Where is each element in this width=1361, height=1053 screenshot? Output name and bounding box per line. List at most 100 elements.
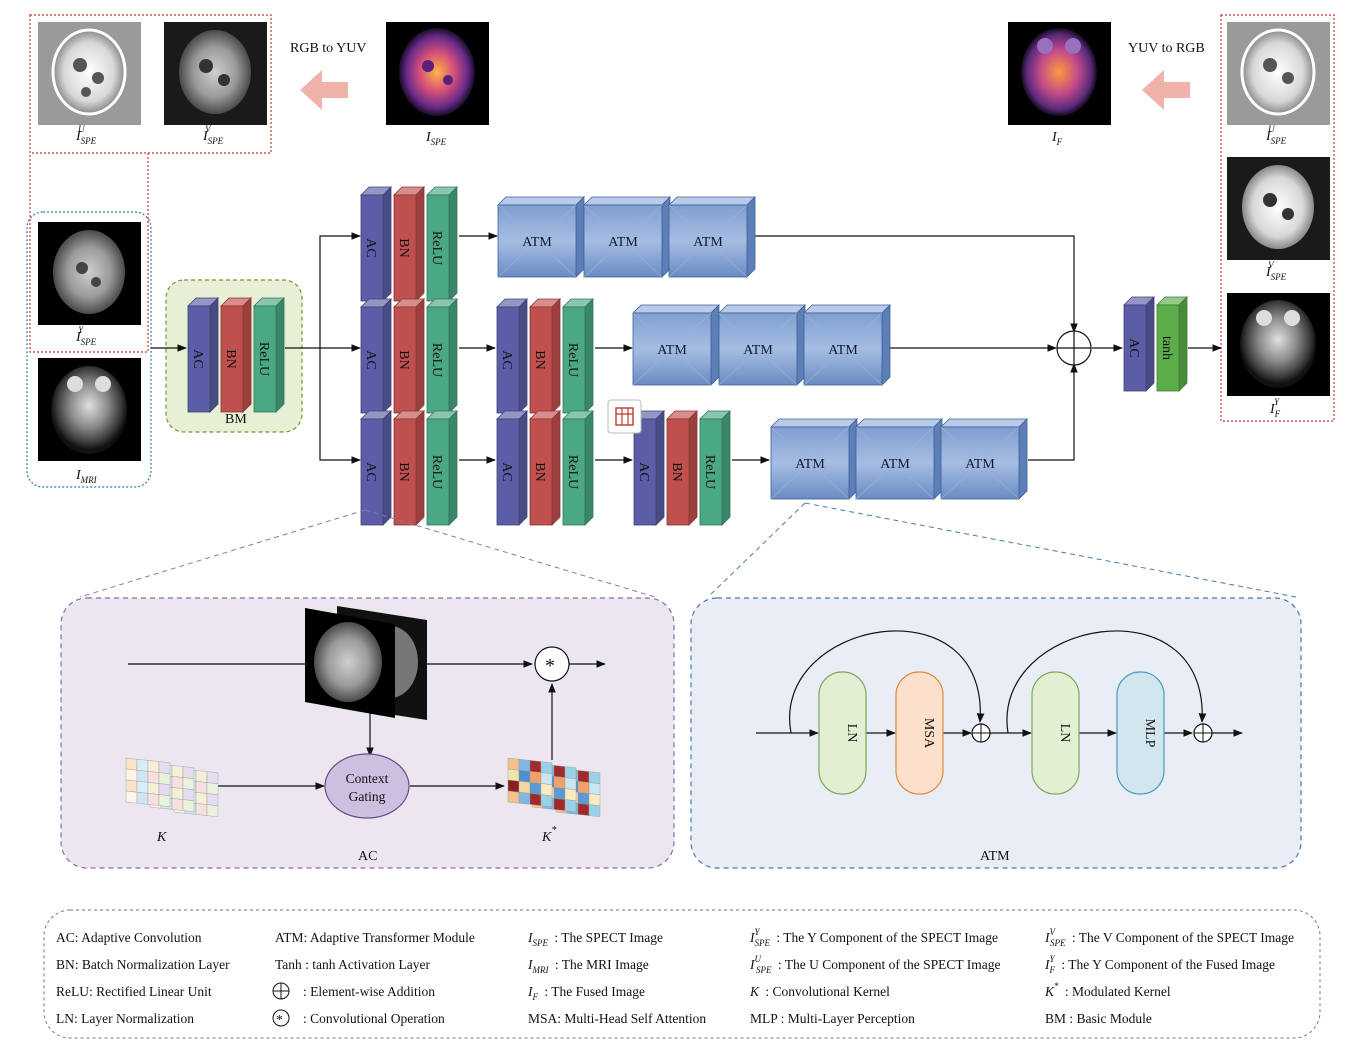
atm-panel-title: ATM — [980, 849, 1010, 864]
bm-bn: BN — [220, 297, 252, 413]
row2-a-bn: BN — [393, 298, 425, 414]
row2-b-ac: AC — [496, 298, 528, 414]
legend-col3-item-3: IF : The Fused Image — [527, 984, 645, 1002]
legend-col5-item-2: IY F : The Y Component of the Fused Image — [1044, 954, 1275, 975]
row2-b-relu: ReLU — [562, 298, 594, 414]
label-spect: ISPE — [425, 130, 447, 147]
ac-panel-title: AC — [358, 849, 377, 864]
out-ac: AC — [1123, 296, 1155, 392]
row1-a-relu: ReLU — [426, 186, 458, 302]
spect-y-image — [38, 222, 141, 325]
svg-text:*: * — [545, 655, 555, 677]
row3-c-ac-label: AC — [636, 462, 651, 481]
modulated-kernel-grid-1 — [507, 757, 553, 808]
legend-col4-item-3: K : Convolutional Kernel — [749, 984, 890, 999]
row2-b-bn-label: BN — [532, 350, 547, 369]
row1-a-bn-label: BN — [396, 238, 411, 257]
svg-text:Gating: Gating — [349, 789, 386, 804]
row1-a-relu-label: ReLU — [429, 231, 444, 265]
row3-c-bn-label: BN — [669, 462, 684, 481]
row3-a-ac-label: AC — [363, 462, 378, 481]
row3-c-relu: ReLU — [699, 410, 731, 526]
mlp-block: MLP — [1116, 671, 1165, 795]
legend-col3-item-4: MSA: Multi-Head Self Attention — [528, 1011, 706, 1026]
bm-relu-label: ReLU — [256, 342, 271, 376]
row2-a-relu: ReLU — [426, 298, 458, 414]
row1-atm-2: ATM — [583, 196, 671, 278]
legend-col5-item-4: BM : Basic Module — [1045, 1011, 1152, 1026]
label-fused-y: IFY — [1269, 397, 1281, 419]
legend-col2-item-1: ATM: Adaptive Transformer Module — [275, 930, 475, 945]
bm-bn-label: BN — [223, 349, 238, 368]
row3-atm-2: ATM — [855, 418, 943, 500]
legend-col2-item-3: : Element-wise Addition — [303, 984, 435, 999]
label-spect-y: ISPEY — [75, 325, 97, 347]
elementwise-addition-node — [1056, 330, 1092, 366]
row3-atm-1-label: ATM — [795, 457, 825, 472]
row3-b-ac: AC — [496, 410, 528, 526]
bm-ac-label: AC — [190, 349, 205, 368]
row3-a-bn-label: BN — [396, 462, 411, 481]
ln-block-2: LN — [1031, 671, 1080, 795]
row3-b-ac-label: AC — [499, 462, 514, 481]
spect-v-image — [164, 22, 267, 125]
row1-atm-3: ATM — [668, 196, 756, 278]
row3-a-relu-label: ReLU — [429, 455, 444, 489]
atm-addition-node-1 — [971, 723, 991, 743]
label-spect-v: ISPEV — [202, 124, 224, 146]
row2-atm-3: ATM — [803, 304, 891, 386]
svg-text:MLP: MLP — [1142, 719, 1157, 748]
kernel-label: K — [156, 830, 167, 845]
label-spect-u: ISPEU — [75, 124, 97, 146]
row2-a-bn-label: BN — [396, 350, 411, 369]
row2-a-ac: AC — [360, 298, 392, 414]
svg-text:MSA: MSA — [921, 718, 936, 749]
legend-col1-item-1: AC: Adaptive Convolution — [56, 930, 202, 945]
fused-y-image — [1227, 293, 1330, 396]
fused-image — [1008, 22, 1111, 125]
kernel-grid-1 — [125, 757, 171, 808]
convolution-operation-node: * — [534, 646, 570, 682]
row1-a-ac: AC — [360, 186, 392, 302]
row3-atm-1: ATM — [770, 418, 858, 500]
row3-b-bn: BN — [529, 410, 561, 526]
row1-atm-2-label: ATM — [608, 235, 638, 250]
legend-col4-item-2: IU SPE : The U Component of the SPECT Ima… — [749, 954, 1000, 975]
row2-atm-1-label: ATM — [657, 343, 687, 358]
input-images-box — [26, 211, 152, 488]
row3-atm-2-label: ATM — [880, 457, 910, 472]
legend-col1-item-2: BN: Batch Normalization Layer — [56, 957, 230, 972]
legend-col5-item-3: K* : Modulated Kernel — [1044, 981, 1171, 999]
atm-addition-node-2 — [1193, 723, 1213, 743]
row2-b-ac-label: AC — [499, 350, 514, 369]
ln-block-1: LN — [818, 671, 867, 795]
table-icon[interactable] — [607, 399, 642, 434]
rgb-to-yuv-arrow — [300, 70, 348, 110]
label-mri: IMRI — [75, 468, 98, 485]
row2-atm-2-label: ATM — [743, 343, 773, 358]
row2-b-relu-label: ReLU — [565, 343, 580, 377]
bm-ac: AC — [187, 297, 219, 413]
out-tanh-label: tanh — [1159, 336, 1174, 360]
row3-c-bn: BN — [666, 410, 698, 526]
label-fused: IF — [1051, 130, 1063, 147]
legend-col1-item-3: ReLU: Rectified Linear Unit — [56, 984, 212, 999]
legend-col2-item-4: : Convolutional Operation — [303, 1011, 445, 1026]
svg-text:LN: LN — [844, 724, 859, 743]
legend-col3-item-1: ISPE : The SPECT Image — [527, 930, 663, 948]
legend-col3-item-2: IMRI : The MRI Image — [527, 957, 649, 975]
row1-a-bn: BN — [393, 186, 425, 302]
feature-maps — [305, 606, 427, 720]
legend-col1-item-4: LN: Layer Normalization — [56, 1011, 194, 1026]
svg-text:LN: LN — [1057, 724, 1072, 743]
spect-u-image — [38, 22, 141, 125]
row1-atm-3-label: ATM — [693, 235, 723, 250]
u-v-components-box — [29, 14, 272, 154]
row3-b-relu-label: ReLU — [565, 455, 580, 489]
out-ac-label: AC — [1126, 338, 1141, 357]
bm-label: BM — [225, 412, 247, 427]
bm-relu: ReLU — [253, 297, 285, 413]
row3-atm-3-label: ATM — [965, 457, 995, 472]
legend-col4-item-4: MLP : Multi-Layer Perception — [750, 1011, 915, 1026]
row3-a-ac: AC — [360, 410, 392, 526]
